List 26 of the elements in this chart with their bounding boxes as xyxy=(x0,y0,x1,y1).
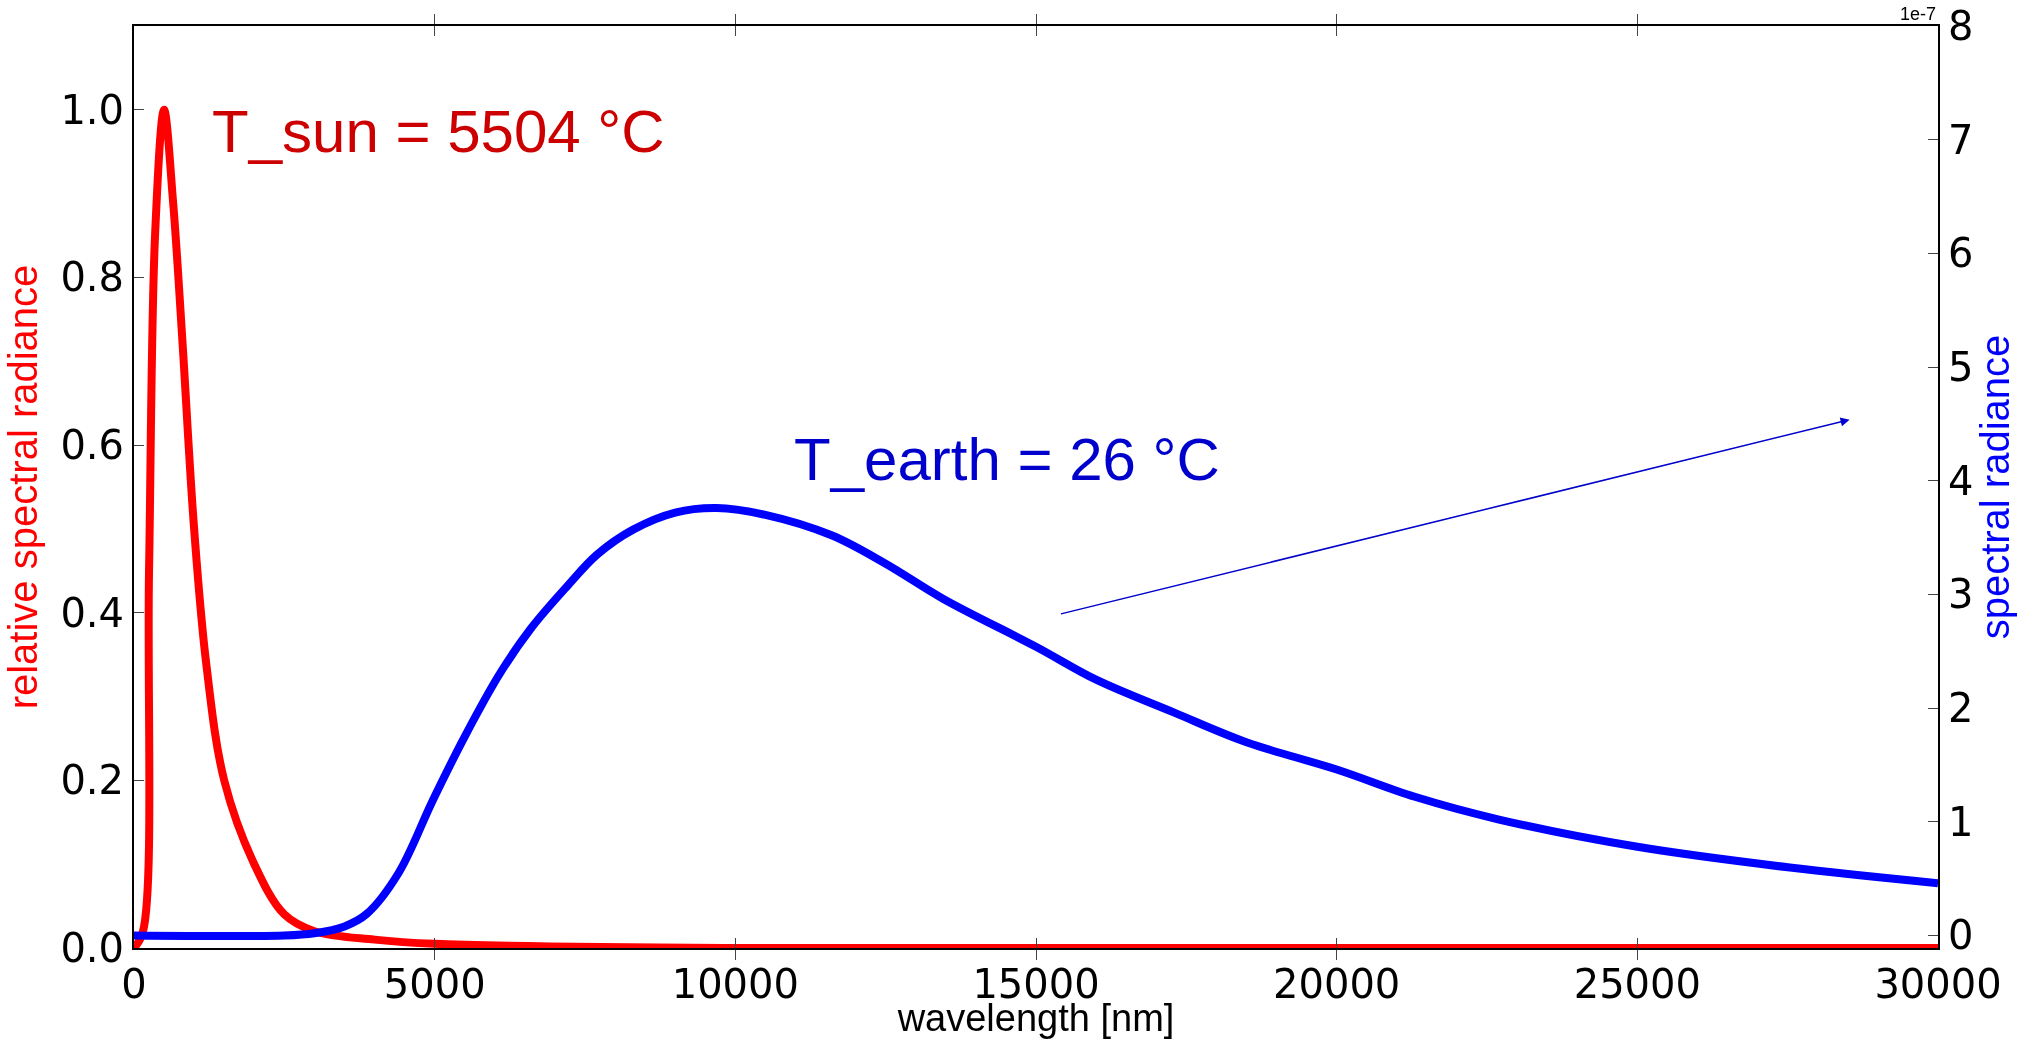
y2-tick-label: 2 xyxy=(1948,685,1974,732)
y-tick-label: 0.2 xyxy=(60,757,124,804)
y-tick-label: 0.4 xyxy=(60,589,124,636)
y2-tick-label: 1 xyxy=(1948,798,1974,845)
x-tick-label: 10000 xyxy=(671,961,799,1007)
y2-tick-label: 6 xyxy=(1948,230,1974,277)
annotation: T_earth = 26 °C xyxy=(794,426,1220,493)
y2-tick-label: 8 xyxy=(1948,3,1974,49)
y-tick-label: 0.6 xyxy=(60,422,124,469)
y-tick-label: 1.0 xyxy=(60,86,124,133)
y2-tick-label: 4 xyxy=(1948,457,1974,504)
y2-tick-label: 7 xyxy=(1948,116,1974,163)
y-axis-title: relative spectral radiance xyxy=(1,264,46,710)
x-tick-label: 20000 xyxy=(1273,961,1401,1007)
y-tick-label: 0.8 xyxy=(60,254,124,301)
x-tick-label: 25000 xyxy=(1573,961,1701,1007)
y2-tick-label: 0 xyxy=(1948,912,1974,959)
y-tick-label: 0.0 xyxy=(60,925,124,971)
y2-tick-label: 5 xyxy=(1948,344,1974,391)
x-tick-label: 5000 xyxy=(383,961,486,1007)
x-tick-label: 30000 xyxy=(1874,961,2002,1007)
y2-tick-label: 3 xyxy=(1948,571,1974,618)
y2-axis-title: spectral radiance xyxy=(1973,334,2018,640)
x-tick-label: 0 xyxy=(121,961,147,1007)
text: 1e-7 xyxy=(1900,4,1937,24)
annotation: T_sun = 5504 °C xyxy=(212,98,665,165)
